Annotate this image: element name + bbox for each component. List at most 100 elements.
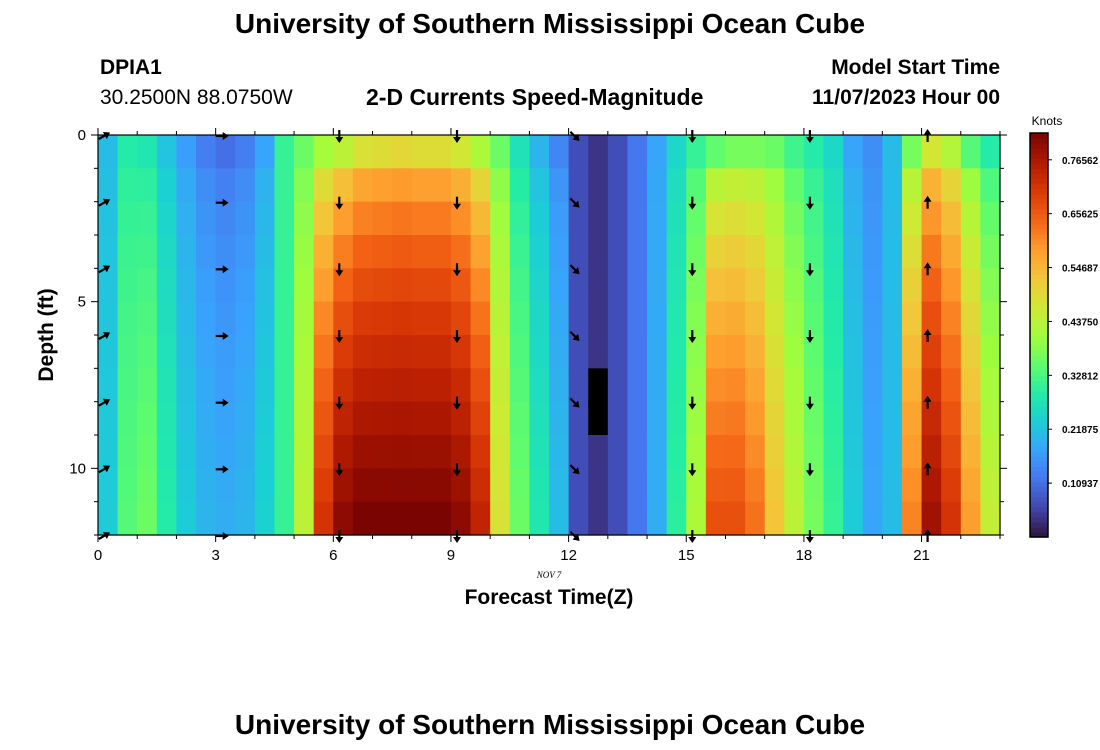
heatmap-cell <box>666 435 687 469</box>
colorbar-tick-label: 0.54687 <box>1062 264 1099 275</box>
heatmap-cell <box>490 301 511 336</box>
heatmap-cell <box>686 168 707 203</box>
heatmap-cell <box>882 435 903 469</box>
heatmap-cell <box>352 468 374 503</box>
colorbar-swatch <box>1030 153 1048 159</box>
heatmap-cell <box>607 168 629 203</box>
heatmap-cell <box>843 501 864 536</box>
heatmap-cell <box>607 201 629 236</box>
heatmap-cell <box>411 301 432 336</box>
current-arrow <box>569 330 580 341</box>
heatmap-cell <box>568 501 589 536</box>
heatmap-cell <box>117 235 138 269</box>
heatmap-cell <box>745 368 766 403</box>
heatmap-cell <box>176 235 197 269</box>
colorbar-swatch <box>1030 370 1048 376</box>
heatmap-cell <box>509 368 530 403</box>
colorbar-swatch <box>1030 360 1048 366</box>
heatmap-cell <box>98 201 119 236</box>
colorbar-swatch <box>1030 158 1048 164</box>
colorbar-swatch <box>1030 395 1048 402</box>
heatmap-cell <box>98 135 119 169</box>
colorbar-swatch <box>1030 249 1048 255</box>
heatmap-cell <box>372 201 393 236</box>
colorbar: 0.10937 0.21875 0.32812 0.43750 0.54687 0.656… <box>1029 132 1099 538</box>
heatmap-cell <box>294 235 315 269</box>
heatmap-cell <box>490 335 511 369</box>
heatmap-cell <box>960 235 981 269</box>
heatmap-cell <box>470 235 491 269</box>
heatmap-cell <box>607 268 629 303</box>
heatmap-cell <box>372 235 393 269</box>
x-tick-label: 12 <box>560 547 577 564</box>
current-arrow <box>215 198 229 207</box>
colorbar-tick-label: 0.32812 <box>1062 371 1099 382</box>
heatmap-cell <box>901 135 923 169</box>
current-arrow <box>335 330 344 343</box>
heatmap-cell <box>333 235 354 269</box>
heatmap-cell <box>431 268 452 303</box>
heatmap-cell <box>823 268 844 303</box>
x-tick-label: 18 <box>796 547 813 564</box>
heatmap-cell <box>568 201 589 236</box>
heatmap-cell <box>803 501 825 536</box>
heatmap-cell <box>803 335 825 369</box>
current-arrow <box>98 198 111 207</box>
heatmap-cell <box>764 268 785 303</box>
colorbar-swatch <box>1030 324 1048 331</box>
heatmap-cell <box>823 335 844 369</box>
colorbar-swatch <box>1030 203 1048 210</box>
heatmap-cell <box>235 235 256 269</box>
heatmap-cell <box>568 468 589 503</box>
current-arrow <box>805 263 814 277</box>
heatmap-cell <box>862 135 883 169</box>
current-arrows <box>98 129 932 543</box>
current-arrow <box>923 395 932 409</box>
heatmap-cell <box>823 468 844 503</box>
colorbar-swatch <box>1030 319 1048 326</box>
heatmap-cell <box>882 468 903 503</box>
heatmap-cell <box>509 501 530 536</box>
heatmap-cell <box>941 168 962 203</box>
heatmap-cell <box>588 168 609 203</box>
heatmap-cell <box>725 468 746 503</box>
heatmap-cell <box>588 235 609 269</box>
heatmap-cell <box>333 468 354 503</box>
colorbar-swatch <box>1030 309 1048 316</box>
heatmap-cell <box>588 368 609 403</box>
heatmap-cell <box>803 201 825 236</box>
heatmap-cell <box>803 268 825 303</box>
heatmap-cell <box>137 235 158 269</box>
heatmap-cell <box>254 135 276 169</box>
heatmap-cell <box>156 368 178 403</box>
heatmap-cell <box>823 501 844 536</box>
heatmap-cell <box>607 235 629 269</box>
heatmap-cell <box>823 201 844 236</box>
heatmap-cell <box>411 168 432 203</box>
heatmap-cell <box>176 468 197 503</box>
station-id: DPIA1 <box>100 56 162 79</box>
heatmap-cell <box>137 468 158 503</box>
heatmap-cell <box>98 468 119 503</box>
colorbar-swatch <box>1030 456 1048 462</box>
heatmap-cell <box>254 468 276 503</box>
heatmap-cell <box>705 368 727 403</box>
heatmap-cell <box>686 301 707 336</box>
colorbar-swatch <box>1030 365 1048 371</box>
heatmap-cell <box>254 168 276 203</box>
heatmap-cell <box>215 168 236 203</box>
colorbar-swatch <box>1030 188 1048 195</box>
heatmap-cell <box>176 135 197 169</box>
heatmap-cell <box>294 501 315 536</box>
heatmap-cell <box>156 235 178 269</box>
heatmap-cell <box>960 201 981 236</box>
heatmap-cell <box>274 335 295 369</box>
heatmap-cell <box>647 201 668 236</box>
heatmap-cell <box>745 201 766 236</box>
heatmap-cell <box>254 301 276 336</box>
heatmap-cell <box>117 335 138 369</box>
heatmap-cell <box>960 268 981 303</box>
heatmap-cell <box>921 235 942 269</box>
heatmap-cell <box>764 201 785 236</box>
heatmap-cell <box>745 135 766 169</box>
